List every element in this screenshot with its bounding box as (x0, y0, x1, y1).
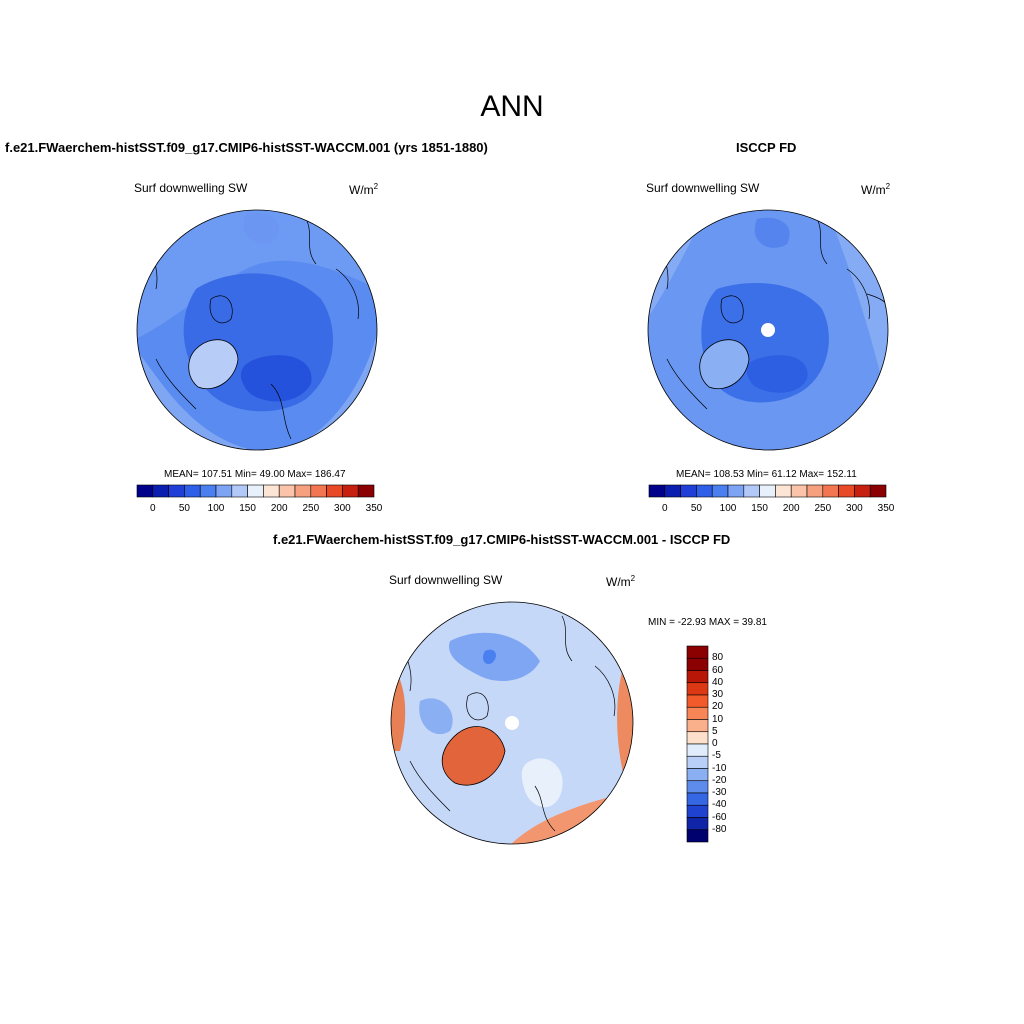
model-colorbar-tick-label: 0 (150, 503, 156, 514)
diff-colorbar-tick-label: -10 (712, 762, 727, 774)
diff-colorbar-tick-label: -80 (712, 823, 727, 835)
obs-colorbar-box (727, 484, 745, 498)
diff-colorbar-box (686, 755, 709, 769)
obs-panel-title: ISCCP FD (736, 140, 797, 155)
obs-colorbar-box (806, 484, 824, 498)
obs-variable-label: Surf downwelling SW (646, 181, 760, 195)
obs-colorbar-ticks: 0 50 100 150 200 250 300 350 (649, 503, 894, 515)
diff-variable-label: Surf downwelling SW (389, 573, 503, 587)
obs-colorbar-box (759, 484, 776, 498)
model-colorbar-box (247, 484, 264, 498)
diff-colorbar-box (686, 670, 709, 684)
model-colorbar (136, 484, 375, 498)
model-stats: MEAN= 107.51 Min= 49.00 Max= 186.47 (164, 469, 346, 480)
obs-colorbar-tick-label: 50 (690, 503, 702, 514)
model-colorbar-box (199, 484, 217, 498)
obs-colorbar-box (711, 484, 729, 498)
diff-stats: MIN = -22.93 MAX = 39.81 (648, 617, 767, 628)
diff-colorbar-box (686, 706, 709, 720)
model-colorbar-box (263, 484, 280, 498)
obs-colorbar-tick-label: 350 (877, 503, 895, 514)
diff-colorbar-tick-label: -20 (712, 774, 727, 786)
diff-colorbar-box (686, 719, 709, 733)
obs-stats: MEAN= 108.53 Min= 61.12 Max= 152.11 (676, 469, 857, 480)
obs-polar-map (647, 209, 889, 451)
diff-colorbar-tick-label: 0 (712, 738, 718, 749)
diff-polar-map (390, 601, 634, 845)
obs-colorbar-tick-label: 200 (782, 503, 800, 514)
obs-colorbar-box (648, 484, 666, 498)
model-polar-map (136, 209, 378, 451)
diff-colorbar-box (686, 829, 709, 843)
diff-colorbar-tick-label: -60 (712, 811, 727, 823)
model-colorbar-box (342, 484, 359, 498)
diff-colorbar-box (686, 682, 709, 696)
diff-colorbar-tick-label: 10 (712, 713, 724, 725)
diff-colorbar-tick-label: 80 (712, 652, 724, 664)
diff-colorbar-tick-label: 60 (712, 664, 724, 676)
model-units-label: W/m2 (349, 182, 379, 197)
diff-colorbar-tick-label: -40 (712, 799, 727, 811)
model-colorbar-ticks: 0 50 100 150 200 250 300 350 (137, 503, 382, 515)
model-colorbar-box (152, 484, 169, 498)
obs-colorbar-tick-label: 100 (719, 503, 737, 514)
diff-colorbar-tick-label: -5 (712, 750, 721, 762)
obs-colorbar-box (854, 484, 871, 498)
diff-colorbar-tick-label: 5 (712, 725, 718, 737)
model-colorbar-tick-label: 150 (239, 503, 256, 514)
diff-colorbar-box (686, 657, 709, 671)
obs-colorbar-box (696, 484, 713, 498)
model-colorbar-tick-label: 250 (302, 503, 320, 514)
obs-colorbar-box (664, 484, 681, 498)
diff-colorbar-box (686, 731, 709, 745)
obs-colorbar-box (822, 484, 839, 498)
model-colorbar-box (184, 484, 201, 498)
obs-colorbar (648, 484, 887, 498)
obs-colorbar-box (790, 484, 808, 498)
diff-colorbar-box (686, 792, 709, 806)
model-variable-label: Surf downwelling SW (134, 181, 248, 195)
diff-colorbar-box (686, 645, 709, 659)
model-colorbar-box (357, 484, 375, 498)
obs-colorbar-box (775, 484, 792, 498)
model-colorbar-box (310, 484, 327, 498)
diff-colorbar-tick-label: 40 (712, 676, 724, 688)
diff-colorbar-tick-label: 20 (712, 701, 724, 713)
obs-colorbar-box (869, 484, 887, 498)
obs-colorbar-tick-label: 150 (751, 503, 768, 514)
diff-colorbar-box (686, 780, 709, 794)
model-colorbar-tick-label: 300 (334, 503, 351, 514)
diff-colorbar-box (686, 817, 709, 831)
obs-colorbar-box (743, 484, 760, 498)
diff-colorbar (686, 645, 709, 843)
obs-colorbar-tick-label: 300 (846, 503, 863, 514)
model-colorbar-tick-label: 100 (207, 503, 225, 514)
model-colorbar-tick-label: 50 (178, 503, 190, 514)
diff-colorbar-box (686, 804, 709, 818)
diff-colorbar-box (686, 694, 709, 708)
model-colorbar-box (215, 484, 233, 498)
diff-colorbar-tick-label: 30 (712, 689, 724, 700)
model-colorbar-box (231, 484, 248, 498)
obs-colorbar-tick-label: 0 (662, 503, 668, 514)
diff-colorbar-box (686, 768, 709, 782)
diff-colorbar-tick-label: -30 (712, 787, 727, 798)
diff-colorbar-box (686, 743, 709, 757)
model-colorbar-box (278, 484, 296, 498)
model-colorbar-box (136, 484, 154, 498)
figure-title: ANN (480, 90, 544, 123)
diff-units-label: W/m2 (606, 574, 636, 589)
model-colorbar-tick-label: 350 (365, 503, 383, 514)
obs-colorbar-box (838, 484, 855, 498)
model-colorbar-tick-label: 200 (270, 503, 288, 514)
obs-colorbar-box (680, 484, 697, 498)
model-colorbar-box (326, 484, 343, 498)
diff-colorbar-ticks: 80 60 40 30 20 10 5 0 -5 -10 -20 -30 -40 -60 -80 (712, 646, 752, 842)
model-colorbar-box (294, 484, 312, 498)
obs-colorbar-tick-label: 250 (814, 503, 832, 514)
diff-panel-title: f.e21.FWaerchem-histSST.f09_g17.CMIP6-hi… (273, 532, 731, 547)
model-colorbar-box (168, 484, 185, 498)
model-panel-title: f.e21.FWaerchem-histSST.f09_g17.CMIP6-hi… (5, 140, 488, 155)
obs-units-label: W/m2 (861, 182, 891, 197)
